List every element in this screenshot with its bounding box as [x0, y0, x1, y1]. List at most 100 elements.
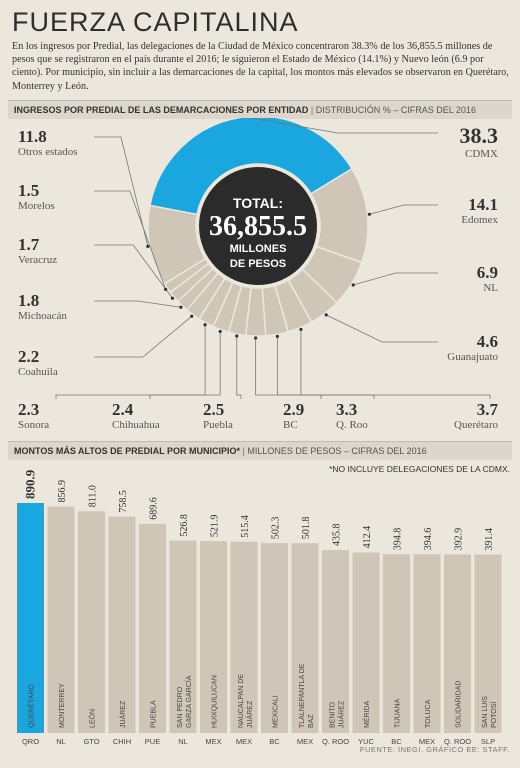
donut-label-name: Sonora [18, 419, 50, 431]
bar-category-label: TOLUCA [425, 699, 432, 728]
donut-label-guanajuato: 4.6 Guanajuato [440, 333, 498, 364]
leader-dot [275, 334, 279, 338]
leader-line [94, 190, 166, 290]
leader-line [94, 315, 192, 358]
bar-value-label: 890.9 [23, 469, 38, 499]
donut-label-value: 6.9 [476, 263, 498, 282]
leader-line [94, 136, 149, 247]
bar-benito-ju-rez [322, 549, 349, 733]
donut-label-value: 14.1 [468, 195, 498, 214]
leader-dot [203, 323, 207, 327]
bar-category-label: QUERÉTARO [27, 684, 36, 728]
bar-state-label: QRO [22, 737, 39, 746]
bar-category-label: PUEBLA [151, 700, 158, 728]
donut-label-value: 2.2 [18, 347, 40, 366]
donut-label-name: Morelos [18, 200, 55, 212]
donut-label-value: 2.9 [283, 400, 305, 419]
section-subtitle: DISTRIBUCIÓN % – CIFRAS DEL 2016 [315, 105, 476, 115]
leader-line [353, 272, 438, 286]
donut-label-chihuahua: 2.4 Chihuahua [112, 401, 192, 432]
bar-san-pedro-garza-garc-a [169, 540, 197, 733]
donut-label-quer-taro: 3.7 Querétaro [440, 401, 498, 432]
donut-label-name: NL [483, 282, 498, 294]
donut-label-value: 2.4 [112, 400, 134, 419]
bar-value-label: 394.8 [393, 528, 404, 551]
donut-label-name: BC [283, 419, 298, 431]
bar-category-label: JUÁREZ [245, 700, 254, 728]
bar-value-label: 856.9 [57, 480, 68, 503]
center-total-value: 36,855.5 [209, 211, 307, 242]
bar-value-label: 501.8 [301, 517, 312, 540]
page-title: FUERZA CAPITALINA [12, 7, 299, 37]
donut-label-cdmx: 38.3 CDMX [440, 123, 499, 161]
intro-paragraph: En los ingresos por Predial, las delegac… [12, 41, 509, 92]
center-total-label: TOTAL: [233, 195, 283, 211]
leader-dot [254, 336, 258, 340]
bar-state-label: PUE [145, 737, 160, 746]
bar-category-label: TIJUANA [395, 699, 402, 729]
donut-label-michoac-n: 1.8 Michoacán [18, 292, 98, 323]
bar-category-label: HUIXQUILUCAN [212, 675, 219, 728]
bar-state-label: BC [391, 737, 402, 746]
donut-label-name: Veracruz [18, 254, 58, 266]
bar-category-label: SOLIDARIDAD [456, 681, 463, 728]
donut-slice-otros-estados [147, 204, 207, 285]
donut-label-morelos: 1.5 Morelos [18, 182, 98, 213]
bar-monterrey [47, 506, 75, 733]
bar-value-label: 758.5 [118, 490, 129, 513]
bar-tlalnepantla-de-baz [291, 543, 319, 733]
bar-state-label: NL [56, 737, 66, 746]
bar-state-label: GTO [83, 737, 99, 746]
bar-value-label: 526.8 [179, 514, 190, 537]
section-divider: | [310, 105, 316, 115]
leader-dot [146, 244, 150, 248]
donut-label-sonora: 2.3 Sonora [18, 401, 98, 432]
bar-category-label: MEXICALI [273, 695, 280, 728]
donut-label-name: Guanajuato [447, 351, 498, 363]
donut-label-name: CDMX [464, 148, 498, 160]
bar-category-label: MONTERREY [59, 683, 66, 728]
leader-dot [190, 314, 194, 318]
center-units-1: MILLONES [230, 243, 287, 255]
bar-value-label: 392.9 [454, 528, 465, 551]
leader-dot [351, 283, 355, 287]
leader-dot [324, 313, 328, 317]
leader-line [55, 324, 206, 399]
donut-label-value: 1.8 [18, 291, 40, 310]
donut-label-name: Coahuila [18, 366, 58, 378]
bar-value-label: 521.9 [210, 515, 221, 538]
bar-category-label: JUÁREZ [337, 700, 346, 728]
leader-line [325, 314, 438, 343]
leader-dot [235, 334, 239, 338]
bar-category-label: BENITO [330, 702, 337, 728]
section-title: MONTOS MÁS ALTOS DE PREDIAL POR MUNICIPI… [14, 446, 241, 456]
footnote: *NO INCLUYE DELEGACIONES DE LA CDMX. [329, 464, 510, 474]
leader-dot [299, 327, 303, 332]
leader-dot [218, 329, 222, 334]
donut-label-name: Puebla [203, 419, 233, 431]
bar-huixquilucan [200, 541, 227, 733]
leader-dot [164, 287, 168, 291]
bar-value-label: 391.4 [484, 528, 495, 551]
donut-label-q-roo: 3.3 Q. Roo [336, 401, 416, 432]
donut-label-puebla: 2.5 Puebla [203, 401, 283, 432]
bar-category-label: SAN LUIS [482, 696, 489, 728]
bar-toluca [413, 554, 441, 733]
bar-chart: 890.9 QUERÉTARO QRO 856.9 MONTERREY NL 811.0 LE… [0, 460, 520, 760]
bar-state-label: BC [269, 737, 280, 746]
bar-naucalpan-de-ju-rez [230, 541, 258, 733]
bar-san-luis-potos- [474, 554, 502, 733]
bar-puebla [139, 523, 166, 733]
donut-label-value: 1.5 [18, 181, 40, 200]
bar-category-label: MÉRIDA [362, 700, 371, 728]
section-divider: | [242, 446, 248, 456]
leader-dot [179, 305, 183, 309]
donut-label-name: Q. Roo [336, 419, 368, 431]
donut-center [199, 167, 317, 285]
donut-chart: TOTAL: 36,855.5 MILLONES DE PESOS 38.3 CDMX 1… [0, 118, 520, 438]
donut-label-value: 3.3 [336, 400, 358, 419]
bar-state-label: CHIH [113, 737, 131, 746]
bar-value-label: 412.4 [362, 526, 373, 549]
donut-label-value: 38.3 [459, 123, 499, 148]
